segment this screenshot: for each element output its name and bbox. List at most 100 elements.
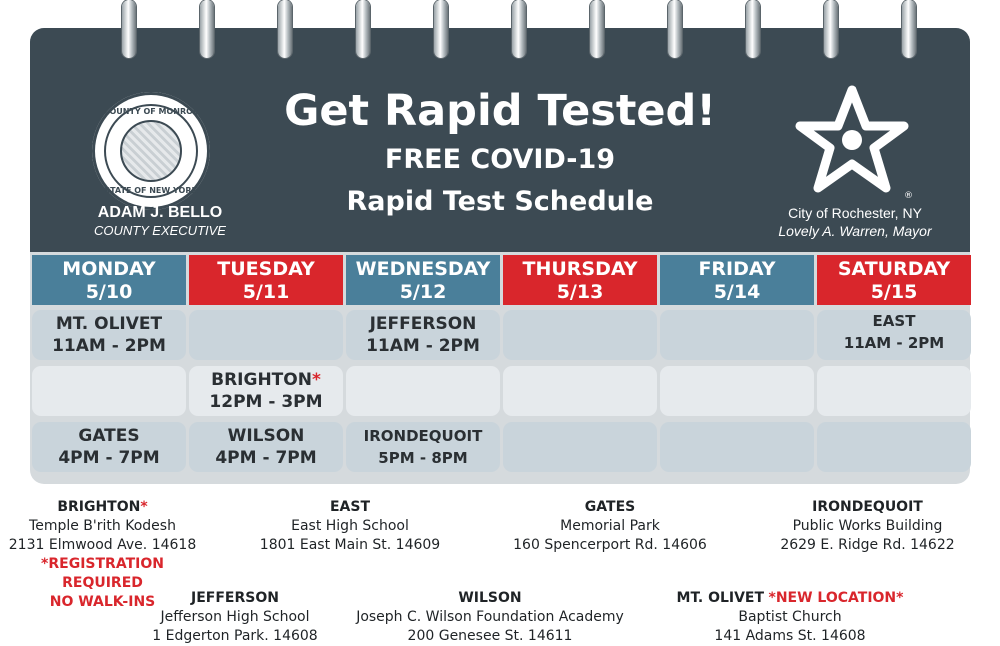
binder-ring (746, 0, 760, 58)
day-name: WEDNESDAY (355, 258, 491, 280)
site-name: WILSON (227, 426, 305, 446)
day-date: 5/12 (399, 281, 447, 303)
day-header-thursday: THURSDAY 5/13 (503, 255, 657, 305)
binder-ring (512, 0, 526, 58)
location-mt-olivet: MT. OLIVET *NEW LOCATION* Baptist Church… (665, 589, 915, 646)
day-name: FRIDAY (698, 258, 776, 280)
day-name: TUESDAY (217, 258, 315, 280)
binder-ring (824, 0, 838, 58)
seal-top-text: COUNTY OF MONROE (103, 107, 199, 116)
binder-ring (122, 0, 136, 58)
registration-note: *REGISTRATION REQUIRED (41, 556, 164, 591)
schedule-cell-empty (346, 366, 500, 416)
seal-bottom-text: STATE OF NEW YORK (104, 186, 198, 195)
seal-emblem (120, 120, 182, 182)
day-date: 5/14 (713, 281, 761, 303)
walk-in-note: NO WALK-INS (49, 594, 156, 610)
new-location-note: *NEW LOCATION* (768, 590, 904, 606)
day-header-wednesday: WEDNESDAY 5/12 (346, 255, 500, 305)
location-venue: Memorial Park (560, 518, 660, 534)
site-time: 11AM - 2PM (843, 334, 945, 352)
day-date: 5/13 (556, 281, 604, 303)
schedule-cell-empty (503, 422, 657, 472)
location-gates: GATES Memorial Park 160 Spencerport Rd. … (495, 498, 725, 555)
schedule-cell-wed-row3: IRONDEQUOIT 5PM - 8PM (346, 422, 500, 472)
subtitle-line-2: Rapid Test Schedule (346, 186, 654, 217)
day-date: 5/15 (870, 281, 918, 303)
location-brighton: BRIGHTON* Temple B'rith Kodesh 2131 Elmw… (0, 498, 205, 612)
county-seal-logo: COUNTY OF MONROE STATE OF NEW YORK (92, 92, 210, 210)
site-time: 5PM - 8PM (378, 449, 468, 467)
location-name: EAST (329, 499, 371, 515)
schedule-cell-empty (503, 310, 657, 360)
schedule-cell-empty (660, 310, 814, 360)
schedule-cell-empty (503, 366, 657, 416)
location-address: 200 Genesee St. 14611 (407, 628, 573, 644)
county-executive-title: COUNTY EXECUTIVE (94, 223, 226, 238)
binder-ring (902, 0, 916, 58)
site-time: 4PM - 7PM (215, 448, 317, 468)
day-header-tuesday: TUESDAY 5/11 (189, 255, 343, 305)
site-time: 4PM - 7PM (58, 448, 160, 468)
site-time: 12PM - 3PM (209, 392, 323, 412)
day-header-saturday: SATURDAY 5/15 (817, 255, 971, 305)
schedule-cell-empty (660, 366, 814, 416)
location-address: 141 Adams St. 14608 (714, 628, 866, 644)
site-name: BRIGHTON (211, 370, 312, 390)
schedule-cell-sat-row1: EAST 11AM - 2PM (817, 310, 971, 360)
location-name: IRONDEQUOIT (812, 499, 923, 515)
day-name: MONDAY (62, 258, 156, 280)
site-name: IRONDEQUOIT (363, 427, 483, 445)
day-header-monday: MONDAY 5/10 (32, 255, 186, 305)
day-name: THURSDAY (522, 258, 638, 280)
asterisk-mark: * (140, 499, 148, 515)
schedule-cell-wed-row1: JEFFERSON 11AM - 2PM (346, 310, 500, 360)
location-name: BRIGHTON (57, 499, 141, 515)
rochester-star-logo: ® (795, 85, 912, 200)
site-time: 11AM - 2PM (366, 336, 480, 356)
location-address: 1801 East Main St. 14609 (259, 537, 441, 553)
day-date: 5/11 (242, 281, 290, 303)
registered-mark: ® (904, 191, 912, 200)
binder-ring (434, 0, 448, 58)
location-venue: Joseph C. Wilson Foundation Academy (356, 609, 624, 625)
day-name: SATURDAY (837, 258, 951, 280)
site-name: EAST (872, 312, 916, 330)
location-address: 160 Spencerport Rd. 14606 (513, 537, 707, 553)
asterisk-mark: * (311, 370, 321, 390)
binder-ring (200, 0, 214, 58)
schedule-cell-empty (817, 366, 971, 416)
location-venue: Public Works Building (792, 518, 943, 534)
schedule-cell-mon-row3: GATES 4PM - 7PM (32, 422, 186, 472)
schedule-cell-mon-row1: MT. OLIVET 11AM - 2PM (32, 310, 186, 360)
location-irondequoit: IRONDEQUOIT Public Works Building 2629 E… (760, 498, 975, 555)
subtitle-line-1: FREE COVID-19 (384, 144, 616, 175)
page-title: Get Rapid Tested! (284, 86, 716, 136)
binder-ring (590, 0, 604, 58)
binder-ring (356, 0, 370, 58)
day-header-friday: FRIDAY 5/14 (660, 255, 814, 305)
schedule-cell-empty (660, 422, 814, 472)
schedule-cell-empty (32, 366, 186, 416)
site-name: JEFFERSON (369, 314, 477, 334)
binder-rings (0, 0, 1000, 60)
location-venue: East High School (291, 518, 409, 534)
location-name: JEFFERSON (191, 590, 279, 606)
location-address: 2131 Elmwood Ave. 14618 (8, 537, 197, 553)
schedule-cell-tue-row3: WILSON 4PM - 7PM (189, 422, 343, 472)
site-name: MT. OLIVET (55, 314, 163, 334)
location-venue: Jefferson High School (160, 609, 310, 625)
location-name: WILSON (458, 590, 522, 606)
site-time: 11AM - 2PM (52, 336, 166, 356)
city-name: City of Rochester, NY (788, 205, 922, 221)
location-venue: Baptist Church (738, 609, 842, 625)
schedule-cell-tue-row2: BRIGHTON* 12PM - 3PM (189, 366, 343, 416)
location-name: GATES (584, 499, 636, 515)
location-wilson: WILSON Joseph C. Wilson Foundation Acade… (340, 589, 640, 646)
location-east: EAST East High School 1801 East Main St.… (245, 498, 455, 555)
county-executive-name: ADAM J. BELLO (97, 204, 223, 221)
mayor-name: Lovely A. Warren, Mayor (778, 223, 932, 239)
location-jefferson: JEFFERSON Jefferson High School 1 Edgert… (135, 589, 335, 646)
schedule-cell-empty (817, 422, 971, 472)
location-address: 2629 E. Ridge Rd. 14622 (780, 537, 955, 553)
